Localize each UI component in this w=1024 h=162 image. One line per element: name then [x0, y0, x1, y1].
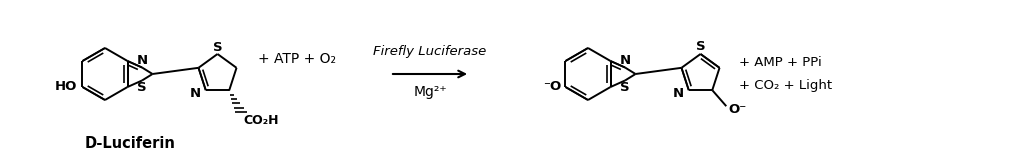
Text: + ATP + O₂: + ATP + O₂ [257, 52, 336, 66]
Text: S: S [695, 40, 706, 53]
Text: S: S [213, 40, 222, 53]
Text: Firefly Luciferase: Firefly Luciferase [374, 46, 486, 58]
Text: + AMP + PPi: + AMP + PPi [738, 56, 821, 69]
Text: + CO₂ + Light: + CO₂ + Light [738, 80, 831, 93]
Text: CO₂H: CO₂H [244, 114, 279, 127]
Text: HO: HO [55, 81, 78, 93]
Text: O⁻: O⁻ [728, 103, 746, 116]
Text: D-Luciferin: D-Luciferin [85, 137, 175, 151]
Text: N: N [620, 54, 631, 67]
Text: N: N [136, 54, 147, 67]
Text: S: S [137, 81, 146, 94]
Text: ⁻O: ⁻O [544, 81, 561, 93]
Text: S: S [621, 81, 630, 94]
Text: Mg²⁺: Mg²⁺ [414, 85, 446, 99]
Text: N: N [673, 87, 684, 100]
Text: N: N [189, 87, 201, 100]
